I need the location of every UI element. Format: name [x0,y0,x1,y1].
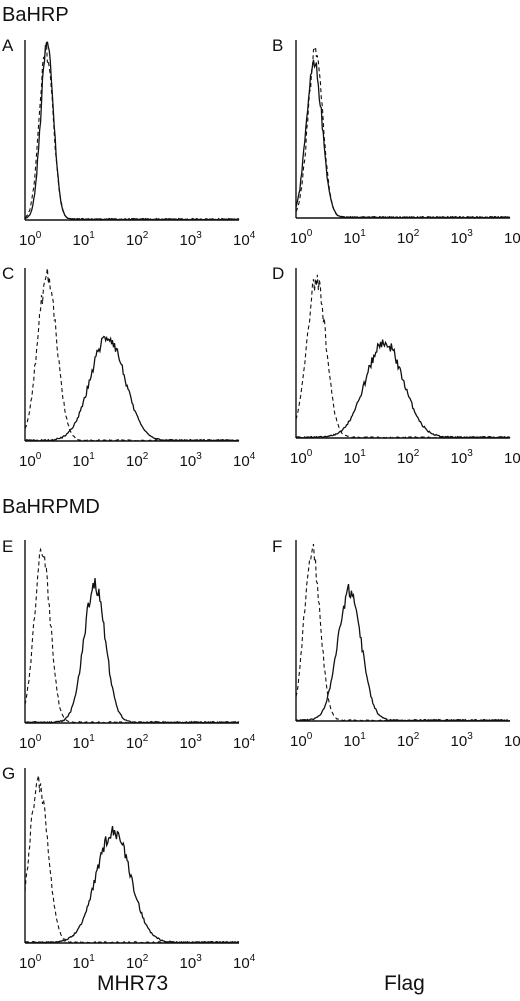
trace-a-dashed [24,42,240,221]
x-tick-label-f-4: 104 [504,731,520,750]
x-tick-label-c-2: 102 [126,451,149,470]
x-tick-label-e-4: 104 [233,733,256,752]
panel-letter-e: E [2,537,14,556]
x-tick-label-c-4: 104 [233,451,256,470]
x-tick-label-a-2: 102 [126,230,149,249]
group-label-bahrpmd: BaHRPMD [2,496,100,518]
x-axis-title-left: MHR73 [97,972,169,995]
trace-b-solid [295,59,511,220]
x-axis-title-right: Flag [384,972,425,995]
trace-c-dashed [24,268,240,442]
x-tick-label-d-0: 100 [290,448,313,467]
x-tick-label-d-4: 104 [504,448,520,467]
trace-b-dashed [295,45,511,219]
x-tick-label-b-3: 103 [451,228,474,247]
x-tick-label-e-2: 102 [126,733,149,752]
x-tick-label-d-1: 101 [344,448,367,467]
x-tick-label-c-1: 101 [73,451,96,470]
x-tick-label-a-1: 101 [73,230,96,249]
trace-c-solid [24,335,240,442]
trace-g-dashed [24,775,239,944]
panel-letter-c: C [2,264,15,283]
x-tick-label-a-0: 100 [19,230,42,249]
group-label-bahrp: BaHRP [2,4,69,26]
panel-letter-b: B [272,36,284,55]
trace-e-solid [24,578,240,725]
panel-letter-f: F [272,537,283,556]
trace-e-dashed [24,547,240,724]
trace-d-solid [295,339,511,439]
panel-letter-g: G [2,764,16,783]
x-tick-label-e-0: 100 [19,733,42,752]
x-tick-label-b-1: 101 [344,228,367,247]
trace-g-solid [24,825,240,944]
trace-d-dashed [295,274,511,439]
x-tick-label-d-3: 103 [451,448,474,467]
x-tick-label-b-4: 104 [504,228,520,247]
x-tick-label-g-4: 104 [233,953,256,972]
x-tick-label-c-3: 103 [180,451,203,470]
trace-f-solid [296,583,511,722]
x-tick-label-g-3: 103 [180,953,203,972]
x-tick-label-e-1: 101 [73,733,96,752]
trace-a-solid [24,41,240,221]
x-tick-label-g-2: 102 [126,953,149,972]
x-tick-label-a-4: 104 [233,230,256,249]
x-tick-label-d-2: 102 [397,448,420,467]
x-tick-label-b-2: 102 [397,228,420,247]
x-tick-label-b-0: 100 [290,228,313,247]
x-tick-label-g-1: 101 [73,953,96,972]
x-tick-label-e-3: 103 [180,733,203,752]
panel-letter-d: D [272,264,285,283]
x-tick-label-c-0: 100 [19,451,42,470]
x-tick-label-f-3: 103 [451,731,474,750]
x-tick-label-f-2: 102 [397,731,420,750]
x-tick-label-g-0: 100 [19,953,42,972]
x-tick-label-a-3: 103 [180,230,203,249]
x-tick-label-f-1: 101 [344,731,367,750]
x-tick-label-f-0: 100 [290,731,313,750]
panel-letter-a: A [2,36,14,55]
